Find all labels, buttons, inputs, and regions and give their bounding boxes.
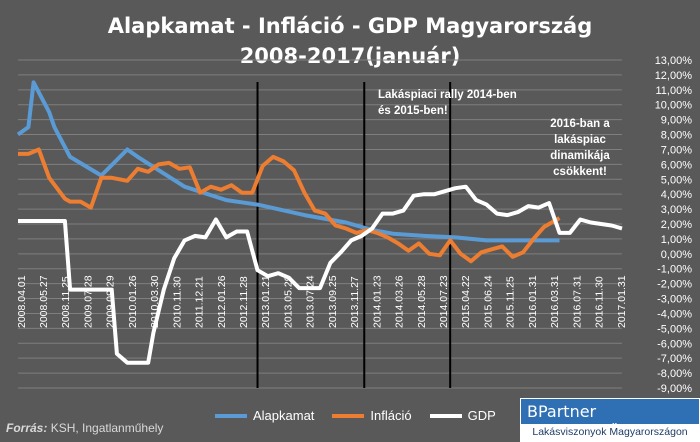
x-tick-label: 2016.03.31 (549, 275, 561, 328)
x-tick-label: 2015.11.25 (505, 276, 517, 328)
series-line-gdp (18, 184, 623, 365)
legend-swatch-alapkamat (215, 413, 247, 418)
chart-legend: Alapkamat Infláció GDP (215, 408, 496, 423)
y-tick-label: 13,00% (655, 55, 693, 67)
x-tick-label: 2013.09.25 (327, 275, 339, 328)
y-tick-label: 8,00% (661, 130, 692, 142)
y-tick-label: -7,00% (657, 353, 692, 365)
source-label: Forrás: (6, 421, 48, 435)
x-tick-label: 2009.07.28 (82, 275, 94, 328)
y-tick-label: -4,00% (657, 308, 692, 320)
series-line-alapkamat (16, 80, 560, 243)
y-tick-label: 11,00% (656, 85, 693, 97)
x-tick-label: 2014.05.28 (416, 275, 428, 328)
legend-label-alapkamat: Alapkamat (253, 408, 315, 423)
legend-item-inflacio: Infláció (332, 408, 412, 423)
y-tick-label: 5,00% (661, 174, 692, 186)
chart-subtitle: 2008-2017(január) (239, 44, 461, 68)
x-tick-label: 2014.07.23 (438, 275, 450, 328)
source-note: Forrás: KSH, Ingatlanműhely (6, 421, 163, 435)
y-tick-label: 3,00% (661, 204, 692, 216)
y-tick-label: 9,00% (661, 115, 692, 127)
y-tick-label: -1,00% (657, 264, 692, 276)
x-tick-label: 2008.05.27 (38, 275, 50, 328)
series-line-infláció (18, 147, 561, 264)
y-tick-label: -2,00% (657, 279, 692, 291)
brand-tagline: Lakásviszonyok Magyarországon (521, 424, 699, 441)
annotation-text: Lakáspiaci rally 2014-ben és 2015-ben! (378, 89, 517, 117)
legend-label-gdp: GDP (467, 408, 496, 423)
x-tick-label: 2016.07.31 (571, 275, 583, 328)
x-tick-label: 2011.12.21 (194, 276, 206, 328)
annotation-text: 2016-ban a lakáspiac dinamikája csökkent! (550, 118, 610, 178)
x-tick-label: 2010.01.26 (127, 275, 139, 328)
x-tick-label: 2017.01.31 (616, 275, 628, 328)
y-tick-label: -9,00% (657, 383, 692, 395)
x-tick-label: 2015.04.22 (460, 275, 472, 328)
x-tick-label: 2013.01.21 (260, 275, 272, 328)
x-tick-label: 2016.11.30 (594, 276, 606, 328)
y-tick-label: -3,00% (657, 294, 692, 306)
y-tick-label: -8,00% (657, 368, 692, 380)
y-tick-label: 12,00% (655, 70, 693, 82)
x-tick-label: 2012.11.28 (238, 276, 250, 328)
x-tick-label: 2015.06.24 (482, 275, 494, 328)
y-tick-label: 7,00% (661, 144, 692, 156)
x-tick-label: 2012.01.26 (216, 275, 228, 328)
y-tick-label: 6,00% (661, 159, 692, 171)
legend-item-alapkamat: Alapkamat (215, 408, 314, 423)
legend-label-inflacio: Infláció (370, 408, 412, 423)
y-tick-label: -6,00% (657, 338, 692, 350)
y-tick-label: 4,00% (661, 189, 692, 201)
source-text: KSH, Ingatlanműhely (50, 421, 164, 435)
x-tick-label: 2008.04.01 (16, 275, 28, 328)
x-tick-label: 2013.05.29 (282, 275, 294, 328)
x-tick-label: 2016.01.31 (527, 275, 539, 328)
y-tick-label: 10,00% (655, 100, 693, 112)
y-tick-label: 2,00% (661, 219, 692, 231)
legend-swatch-inflacio (332, 413, 365, 418)
chart-title: Alapkamat - Infláció - GDP Magyarország (107, 14, 593, 38)
x-tick-label: 2014.01.23 (371, 275, 383, 328)
x-tick-label: 2013.11.27 (349, 276, 361, 328)
x-tick-label: 2013.07.24 (305, 275, 317, 328)
legend-item-gdp: GDP (429, 408, 496, 423)
x-tick-label: 2014.03.26 (394, 275, 406, 328)
brand-logo: BPartner Ingatlanműhely Lakásviszonyok M… (520, 398, 700, 442)
x-tick-label: 2010.11.30 (171, 276, 183, 328)
legend-swatch-gdp (429, 413, 462, 418)
y-tick-label: 1,00% (661, 234, 692, 246)
y-tick-label: -5,00% (657, 323, 692, 335)
y-tick-label: 0,00% (661, 249, 692, 261)
